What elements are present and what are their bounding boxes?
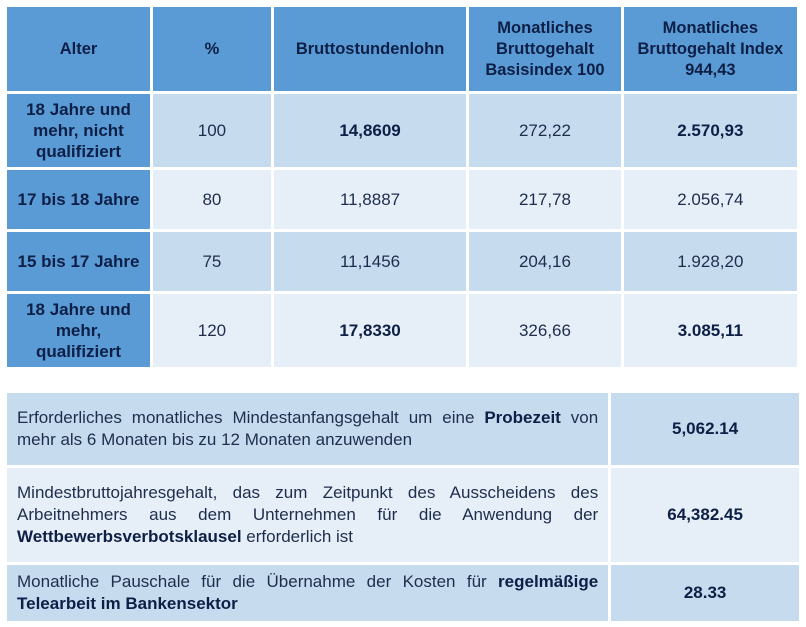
row-hourly: 11,1456: [273, 232, 467, 291]
info-amount: 28.33: [611, 565, 799, 621]
info-row-non-compete: Mindestbruttojahresgehalt, das zum Zeitp…: [7, 468, 799, 562]
info-text: Monatliche Pauschale für die Übernahme d…: [7, 565, 609, 621]
info-text-plain: Monatliche Pauschale für die Übernahme d…: [17, 572, 499, 591]
header-age: Alter: [7, 7, 150, 91]
wage-table-header-row: Alter % Bruttostundenlohn Monatliches Br…: [7, 7, 797, 91]
table-row: 15 bis 17 Jahre 75 11,1456 204,16 1.928,…: [7, 232, 797, 291]
table-row: 18 Jahre und mehr, qualifiziert 120 17,8…: [7, 294, 797, 367]
row-monthly-index: 3.085,11: [623, 294, 797, 367]
header-hourly-wage: Bruttostundenlohn: [273, 7, 467, 91]
row-age: 18 Jahre und mehr, qualifiziert: [7, 294, 150, 367]
row-monthly-index: 1.928,20: [623, 232, 797, 291]
info-table: Erforderliches monatliches Mindestanfang…: [4, 390, 802, 624]
info-text: Mindestbruttojahresgehalt, das zum Zeitp…: [7, 468, 609, 562]
info-text-plain: Mindestbruttojahresgehalt, das zum Zeitp…: [17, 483, 599, 524]
info-text-bold: regelmäßige Telearbeit im Bankensektor: [17, 572, 599, 613]
info-row-telework: Monatliche Pauschale für die Übernahme d…: [7, 565, 799, 621]
info-amount: 64,382.45: [611, 468, 799, 562]
table-row: 17 bis 18 Jahre 80 11,8887 217,78 2.056,…: [7, 170, 797, 229]
row-monthly-base: 326,66: [469, 294, 621, 367]
row-percent: 100: [153, 94, 271, 167]
header-monthly-base: Monatliches Bruttogehalt Basisindex 100: [469, 7, 621, 91]
info-text-plain: erforderlich ist: [241, 527, 354, 546]
info-text: Erforderliches monatliches Mindestanfang…: [7, 393, 609, 465]
row-percent: 80: [153, 170, 271, 229]
table-row: 18 Jahre und mehr, nicht qualifiziert 10…: [7, 94, 797, 167]
row-age: 15 bis 17 Jahre: [7, 232, 150, 291]
header-percent: %: [153, 7, 271, 91]
info-amount: 5,062.14: [611, 393, 799, 465]
info-text-bold: Wettbewerbsverbotsklausel: [17, 527, 242, 546]
row-age: 18 Jahre und mehr, nicht qualifiziert: [7, 94, 150, 167]
row-percent: 120: [153, 294, 271, 367]
row-monthly-index: 2.056,74: [623, 170, 797, 229]
row-percent: 75: [153, 232, 271, 291]
wage-table: Alter % Bruttostundenlohn Monatliches Br…: [4, 4, 800, 370]
info-row-probation: Erforderliches monatliches Mindestanfang…: [7, 393, 799, 465]
row-monthly-base: 217,78: [469, 170, 621, 229]
row-monthly-base: 204,16: [469, 232, 621, 291]
row-hourly: 11,8887: [273, 170, 467, 229]
row-hourly: 14,8609: [273, 94, 467, 167]
row-monthly-index: 2.570,93: [623, 94, 797, 167]
info-text-bold: Probezeit: [484, 408, 561, 427]
row-age: 17 bis 18 Jahre: [7, 170, 150, 229]
info-text-plain: Erforderliches monatliches Mindestanfang…: [17, 408, 485, 427]
row-monthly-base: 272,22: [469, 94, 621, 167]
header-monthly-index: Monatliches Bruttogehalt Index 944,43: [623, 7, 797, 91]
row-hourly: 17,8330: [273, 294, 467, 367]
info-text-plain: von mehr als 6 Monaten bis zu 12 Monaten…: [17, 408, 599, 449]
